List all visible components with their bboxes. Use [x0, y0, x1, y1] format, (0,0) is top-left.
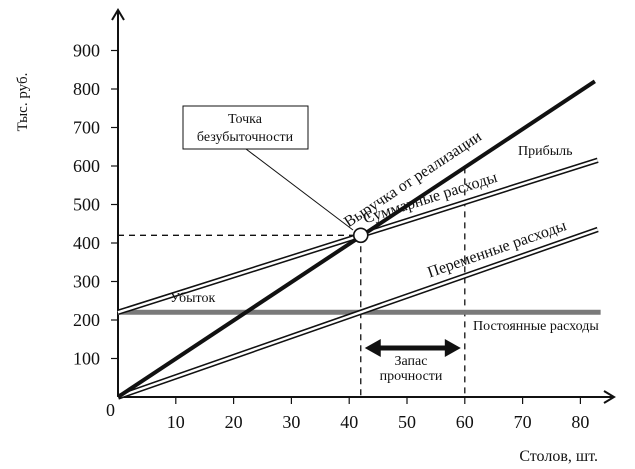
break-even-pointer: [245, 148, 354, 231]
safety-margin-label-line1: Запас: [395, 354, 428, 369]
origin-label: 0: [106, 400, 115, 420]
loss-label: Убыток: [170, 291, 215, 306]
x-axis-label: Столов, шт.: [519, 448, 598, 465]
guide-lines: [118, 167, 466, 397]
y-tick-label: 900: [73, 41, 100, 61]
break-even-marker: [352, 227, 369, 244]
x-tick-label: 70: [514, 412, 532, 432]
x-tick-label: 40: [340, 412, 358, 432]
x-tick-label: 60: [456, 412, 474, 432]
y-tick-label: 700: [73, 118, 100, 138]
x-axis-arrow-icon: [603, 390, 616, 404]
x-tick-label: 80: [571, 412, 589, 432]
series-label-3: Постоянные расходы: [473, 319, 599, 334]
break-even-callout: Точка безубыточности: [182, 105, 354, 231]
x-tick-label: 10: [167, 412, 185, 432]
y-tick-label: 400: [73, 233, 100, 253]
y-tick-label: 300: [73, 272, 100, 292]
x-tick-label: 30: [282, 412, 300, 432]
arrow-left-icon: [364, 339, 381, 357]
y-axis-arrow-icon: [111, 8, 125, 21]
arrow-right-icon: [444, 339, 461, 357]
x-tick-label: 50: [398, 412, 416, 432]
profit-label: Прибыль: [518, 144, 573, 159]
break-even-box: [182, 105, 309, 150]
y-tick-label: 200: [73, 310, 100, 330]
y-tick-group: 100 200 300 400 500 600 700 800 900: [73, 41, 118, 369]
y-tick-label: 800: [73, 79, 100, 99]
y-tick-label: 100: [73, 349, 100, 369]
safety-margin: [364, 339, 461, 357]
y-tick-label: 600: [73, 156, 100, 176]
y-axis-label: Тыс. руб.: [15, 73, 31, 132]
break-even-label-line1: Точка: [228, 112, 263, 127]
x-tick-group: 10 20 30 40 50 60 70 80: [167, 397, 589, 432]
x-tick-label: 20: [225, 412, 243, 432]
break-even-label-line2: безубыточности: [197, 130, 294, 145]
safety-margin-label-line2: прочности: [380, 369, 443, 384]
y-tick-label: 500: [73, 195, 100, 215]
break-even-point: [352, 227, 369, 244]
series-line-2-inner: [117, 228, 599, 399]
